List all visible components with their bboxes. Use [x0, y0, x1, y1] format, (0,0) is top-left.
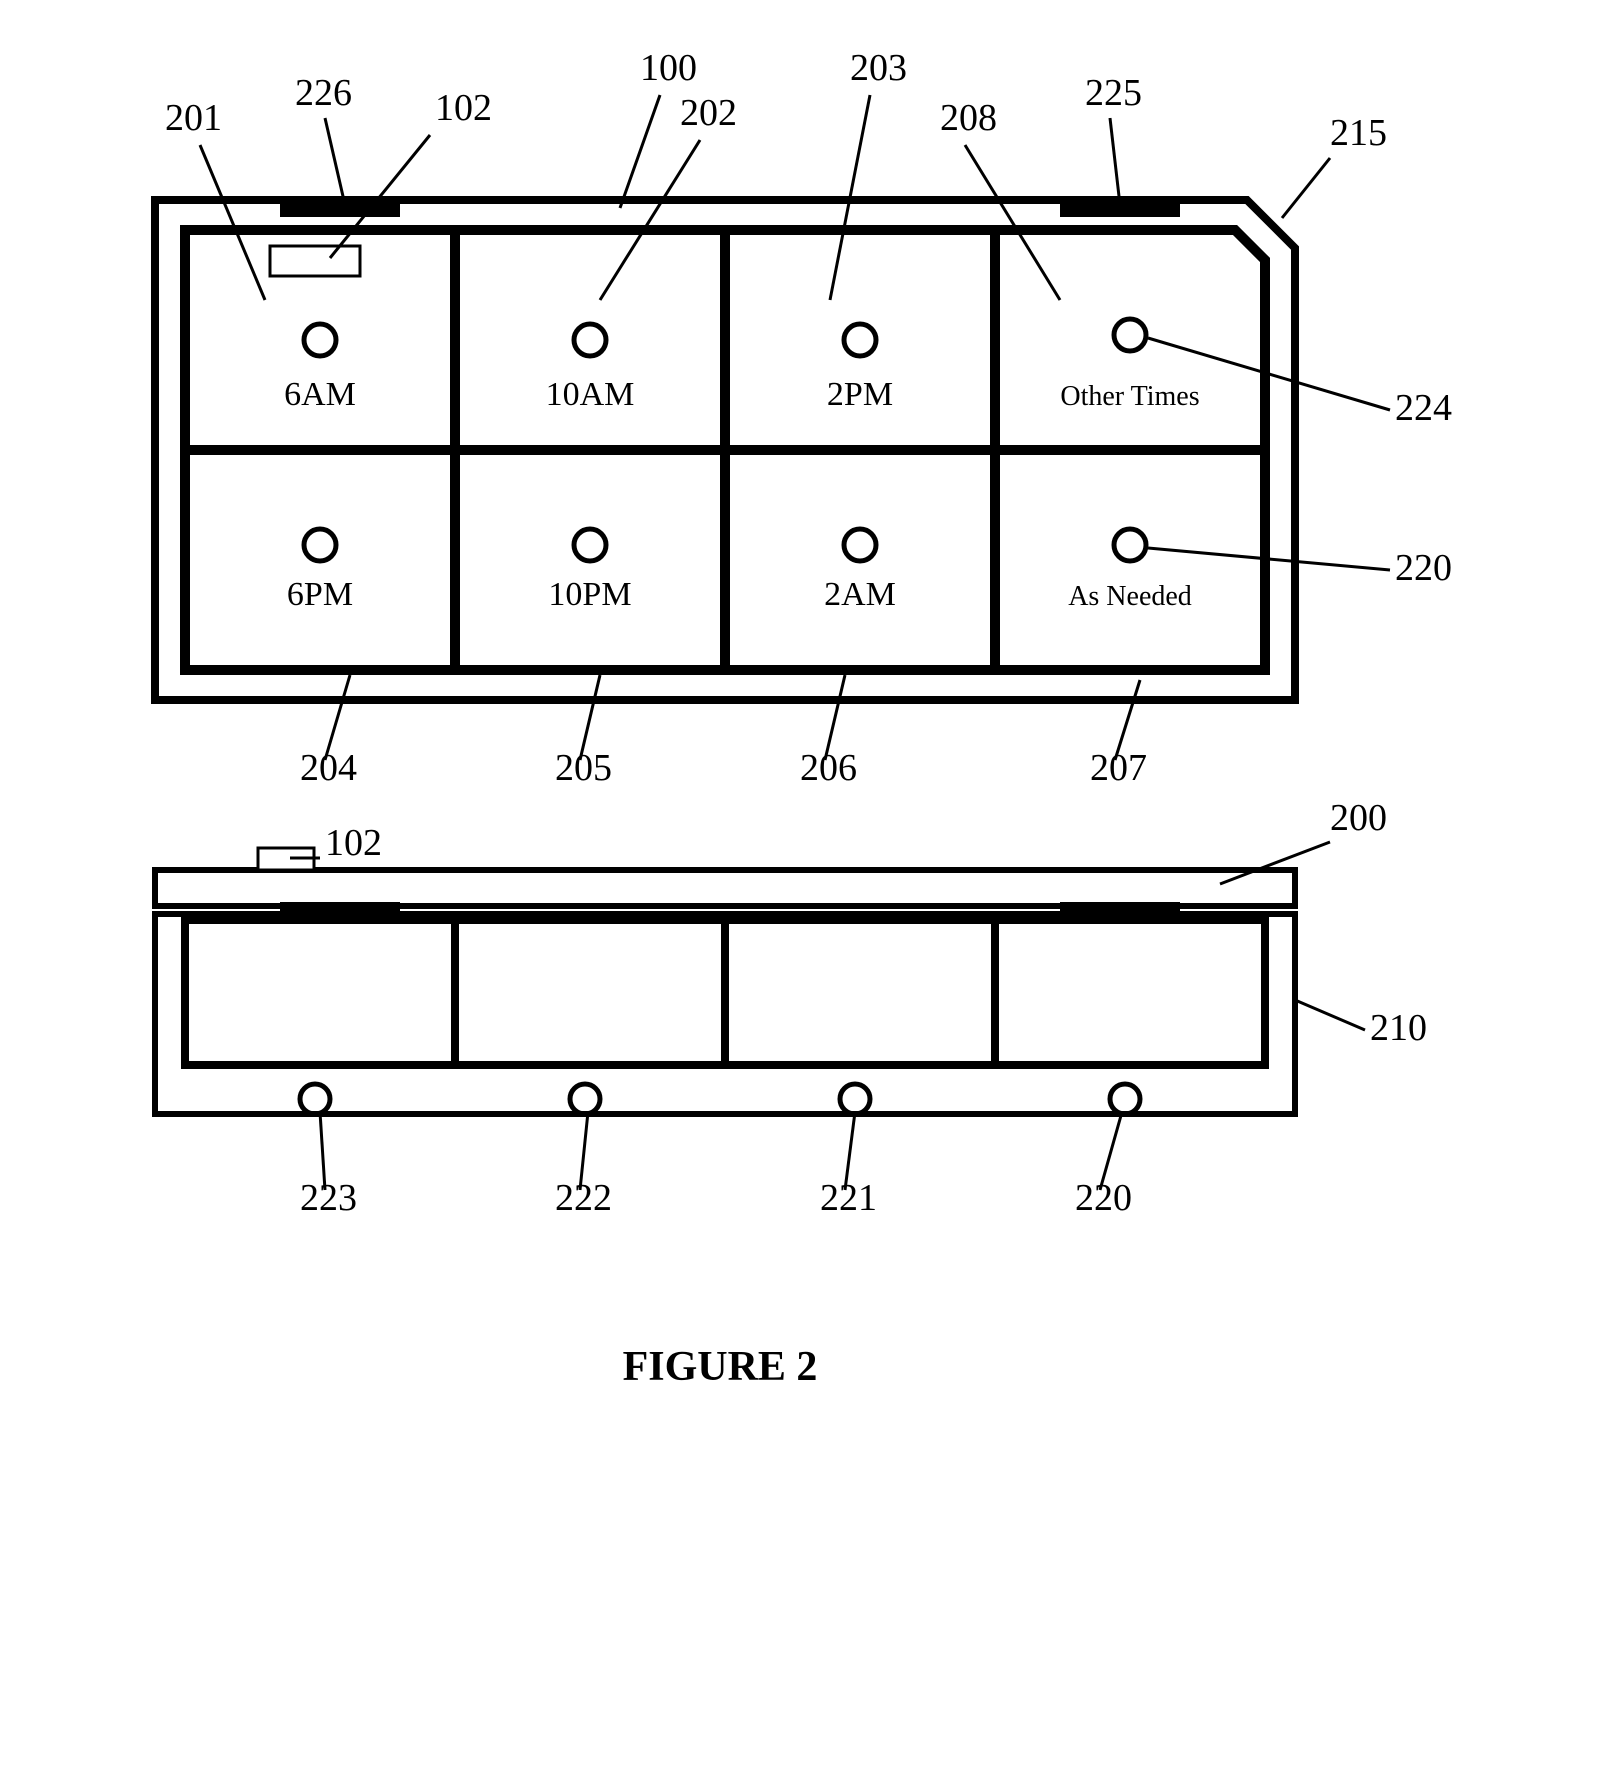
top-hinge — [1060, 203, 1180, 217]
leader-line — [1295, 1000, 1365, 1030]
leader-line — [1110, 118, 1120, 205]
side-lid — [155, 870, 1295, 906]
reference-number: 220 — [1395, 547, 1452, 589]
reference-number: 100 — [640, 47, 697, 89]
reference-number: 204 — [300, 747, 357, 789]
cell-label: 2PM — [827, 376, 893, 413]
reference-number: 215 — [1330, 112, 1387, 154]
reference-number: 203 — [850, 47, 907, 89]
reference-number: 226 — [295, 72, 352, 114]
leader-line — [1282, 158, 1330, 218]
reference-number: 225 — [1085, 72, 1142, 114]
cell-label: 10PM — [548, 576, 631, 613]
reference-number: 207 — [1090, 747, 1147, 789]
leader-line — [325, 118, 345, 205]
reference-number: 206 — [800, 747, 857, 789]
cell-label: 6AM — [284, 376, 356, 413]
reference-number: 200 — [1330, 797, 1387, 839]
figure-svg: 6AM 10AM 2PM Other Times 6PM 10PM 2AM As Needed… — [0, 0, 1605, 1780]
leader-line — [620, 95, 660, 208]
reference-number: 221 — [820, 1177, 877, 1219]
reference-number: 201 — [165, 97, 222, 139]
reference-number: 220 — [1075, 1177, 1132, 1219]
reference-number: 202 — [680, 92, 737, 134]
patent-figure-page: 6AM 10AM 2PM Other Times 6PM 10PM 2AM As Needed… — [0, 0, 1605, 1780]
reference-number: 205 — [555, 747, 612, 789]
cell-label: 6PM — [287, 576, 353, 613]
cell-label: 10AM — [546, 376, 635, 413]
cell-label: As Needed — [1068, 581, 1192, 612]
reference-number: 223 — [300, 1177, 357, 1219]
reference-number: 222 — [555, 1177, 612, 1219]
reference-number: 210 — [1370, 1007, 1427, 1049]
top-hinge — [280, 203, 400, 217]
reference-number: 102 — [435, 87, 492, 129]
figure-title: FIGURE 2 — [623, 1344, 818, 1390]
reference-number: 208 — [940, 97, 997, 139]
reference-number: 224 — [1395, 387, 1452, 429]
cell-label: Other Times — [1060, 381, 1199, 412]
cell-label: 2AM — [824, 576, 896, 613]
reference-number: 102 — [325, 822, 382, 864]
